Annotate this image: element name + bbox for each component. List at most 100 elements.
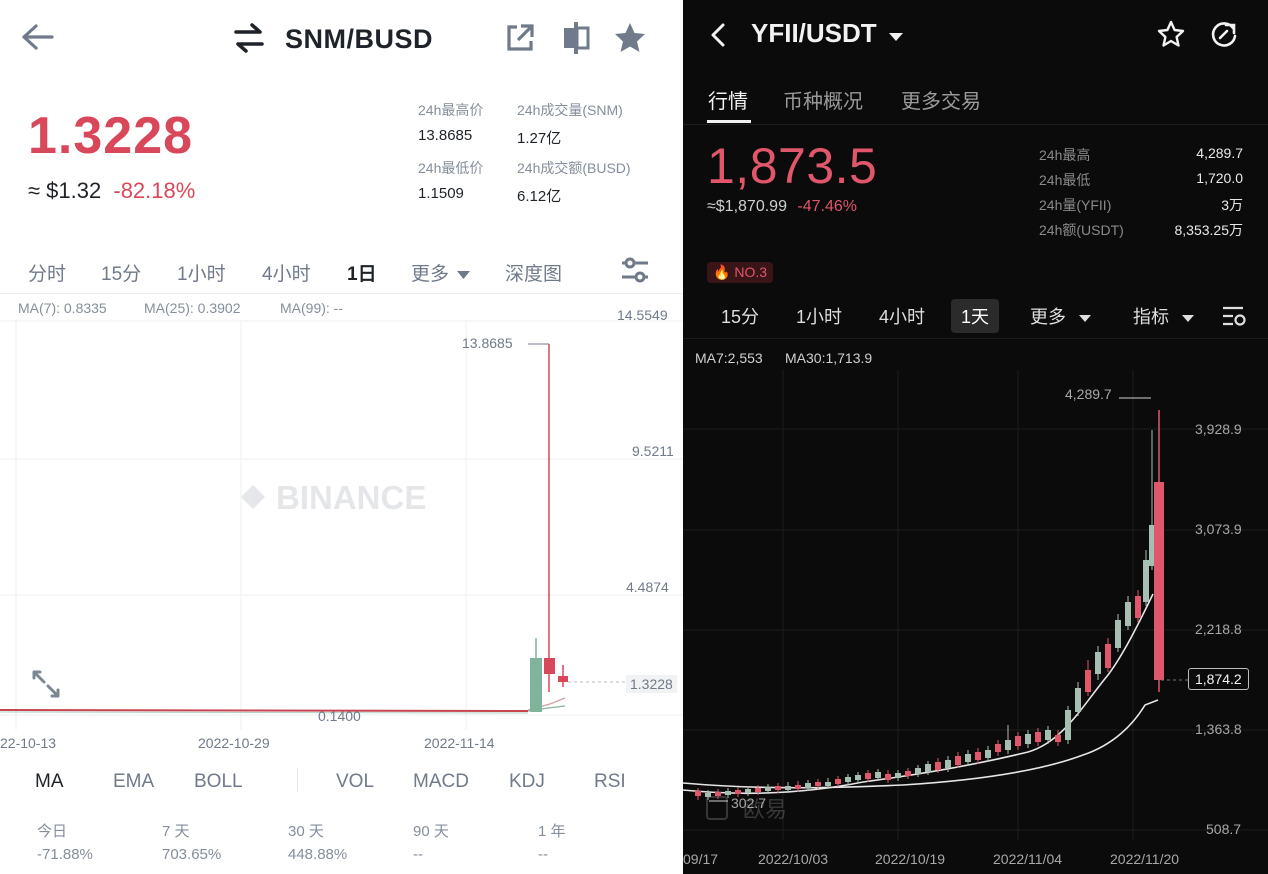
candle-body [905, 771, 911, 776]
pair-selector[interactable]: YFII/USDT [751, 18, 904, 49]
stat-label: 24h额(USDT) [1039, 222, 1124, 238]
candle-body [1143, 560, 1149, 602]
pair-title: YFII/USDT [751, 18, 877, 48]
caret-down-icon [1079, 307, 1092, 328]
indicator-ma[interactable]: MA [35, 771, 64, 792]
price-axis-label: 508.7 [1206, 821, 1242, 837]
interval-tab-more[interactable]: 更多 [411, 259, 471, 286]
current-price-tag: 1.3228 [626, 675, 677, 693]
candle-body [975, 752, 981, 760]
tab-more-trading[interactable]: 更多交易 [901, 91, 981, 113]
date-axis-label: 2022/11/20 [1110, 851, 1180, 867]
favorite-star-outline-icon[interactable] [1157, 20, 1185, 53]
interval-tab-1h[interactable]: 1小时 [796, 307, 843, 327]
indicator-macd[interactable]: MACD [413, 771, 469, 792]
candle-body [1045, 730, 1051, 740]
candle-body [745, 789, 751, 793]
tab-market[interactable]: 行情 [708, 91, 748, 113]
indicator-label: 指标 [1133, 307, 1169, 327]
interval-tab-15m[interactable]: 15分 [721, 307, 760, 327]
candle-body [775, 786, 781, 790]
swap-arrows-icon[interactable] [232, 22, 266, 59]
candle-body [735, 790, 741, 794]
candle-body [755, 788, 761, 792]
date-axis-label: 22-10-13 [0, 735, 57, 751]
candle-body [835, 779, 841, 784]
favorite-star-icon[interactable] [613, 22, 647, 59]
candle-body [1035, 732, 1041, 742]
chart-settings-sliders-icon[interactable] [620, 256, 650, 289]
okx-watermark: 欧易 [706, 796, 787, 823]
candle-body [955, 756, 961, 765]
okx-candles [695, 430, 1155, 800]
candle-body [805, 783, 811, 788]
caret-down-icon [889, 29, 904, 47]
price-axis-label: 1,363.8 [1195, 721, 1242, 737]
low-marker-label: 302.7 [731, 795, 767, 811]
interval-tab-1d[interactable]: 1日 [347, 264, 377, 285]
interval-tab-4h[interactable]: 4小时 [262, 264, 311, 285]
candle-body [1075, 688, 1081, 712]
flame-icon: 🔥 [713, 264, 731, 280]
expand-icon[interactable] [32, 670, 60, 698]
tab-coin-overview[interactable]: 币种概况 [783, 91, 863, 113]
indicator-boll[interactable]: BOLL [194, 771, 243, 792]
candle-body [1135, 596, 1141, 618]
tabs-divider [683, 124, 1268, 125]
interval-tab-more[interactable]: 更多 [1030, 303, 1092, 329]
fiat-price-value: ≈ $1.32 [28, 178, 102, 203]
stat-value: 4,289.7 [1196, 145, 1243, 161]
pair-title[interactable]: SNM/BUSD [285, 24, 434, 54]
candle-body [725, 791, 731, 795]
chart-settings-icon[interactable] [1221, 304, 1247, 333]
ma30-legend: MA30:1,713.9 [785, 350, 873, 366]
chart-labels: 14.5549 9.5211 4.4874 1.3228 13.8685 0.1… [0, 307, 683, 751]
candle-body [885, 774, 891, 780]
ma7-legend: MA7:2,553 [695, 350, 763, 366]
date-axis-label: 2022/10/19 [875, 851, 946, 867]
indicator-ema[interactable]: EMA [113, 771, 155, 792]
interval-tab-timeline[interactable]: 分时 [28, 264, 67, 285]
stat-amount-value: 6.12亿 [517, 188, 562, 205]
share-external-icon[interactable] [504, 22, 536, 59]
fiat-price: ≈$1,870.99 [707, 198, 787, 215]
low-marker-label: 0.1400 [318, 708, 361, 724]
perf-label: 今日 [37, 823, 68, 840]
candle-body [915, 768, 921, 774]
indicator-rsi[interactable]: RSI [594, 771, 626, 792]
caret-down-icon [1182, 307, 1195, 328]
indicator-vol[interactable]: VOL [336, 771, 375, 792]
refresh-icon[interactable] [1209, 20, 1239, 55]
current-price-tag: 1,874.2 [1188, 668, 1249, 690]
back-arrow-icon[interactable] [20, 22, 54, 57]
back-chevron-icon[interactable] [709, 22, 727, 53]
candle-body [985, 750, 991, 758]
interval-tab-1d[interactable]: 1天 [951, 299, 1000, 333]
candle-body [825, 782, 831, 786]
price-axis-label: 14.5549 [617, 307, 668, 323]
candle-body [1149, 525, 1155, 566]
candlestick-chart[interactable]: 欧易 [683, 370, 1268, 840]
compare-icon[interactable] [560, 20, 592, 61]
watermark-text: 欧易 [743, 798, 787, 823]
stat-label: 24h最低 [1039, 172, 1091, 188]
high-marker-label: 4,289.7 [1065, 386, 1112, 402]
interval-tab-15m[interactable]: 15分 [101, 264, 142, 285]
candlestick-chart[interactable]: BINANCE [0, 320, 683, 750]
stat-high-label: 24h最高价 [418, 102, 484, 118]
depth-chart-tab[interactable]: 深度图 [505, 264, 563, 285]
candle-body [925, 764, 931, 772]
high-marker-label: 13.8685 [462, 335, 513, 351]
indicator-kdj[interactable]: KDJ [509, 771, 545, 792]
candle-body [935, 762, 941, 770]
candle-body [855, 775, 861, 780]
candle-body [705, 793, 711, 797]
stat-label: 24h最高 [1039, 147, 1091, 163]
indicator-selector[interactable]: 指标 [1133, 303, 1195, 329]
perf-value: -71.88% [37, 846, 93, 863]
perf-value: -- [538, 846, 548, 863]
interval-tab-4h[interactable]: 4小时 [879, 307, 926, 327]
last-price: 1,873.5 [707, 138, 878, 194]
interval-tab-1h[interactable]: 1小时 [177, 264, 226, 285]
perf-label: 30 天 [288, 823, 324, 840]
